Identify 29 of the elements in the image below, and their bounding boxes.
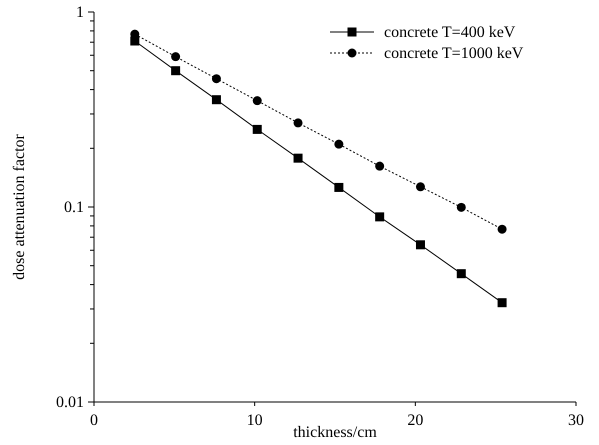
x-tick-label: 10 [246,412,263,429]
point [294,154,303,163]
point [456,269,466,278]
y-tick-label: 0.1 [64,199,84,216]
point [294,118,303,128]
legend-label: concrete T=400 keV [384,24,516,41]
y-axis-title: dose attenuation factor [11,133,28,280]
point [171,52,180,62]
point [498,224,507,234]
legend-label: concrete T=1000 keV [384,45,524,62]
x-tick-label: 0 [90,412,98,429]
y-tick-label: 0.01 [56,394,84,411]
point [416,182,425,192]
point [171,66,180,76]
point [252,124,262,134]
point [252,96,262,106]
point [334,182,344,192]
point [498,298,507,308]
point [375,162,384,171]
x-tick-label: 20 [407,412,424,429]
point [416,240,425,250]
point [212,74,221,84]
point [375,212,384,222]
y-tick-label: 1 [76,4,84,21]
x-axis-title: thickness/cm [293,424,378,441]
point [334,140,344,149]
point [456,202,466,212]
point [212,95,221,104]
x-tick-label: 30 [568,412,584,429]
